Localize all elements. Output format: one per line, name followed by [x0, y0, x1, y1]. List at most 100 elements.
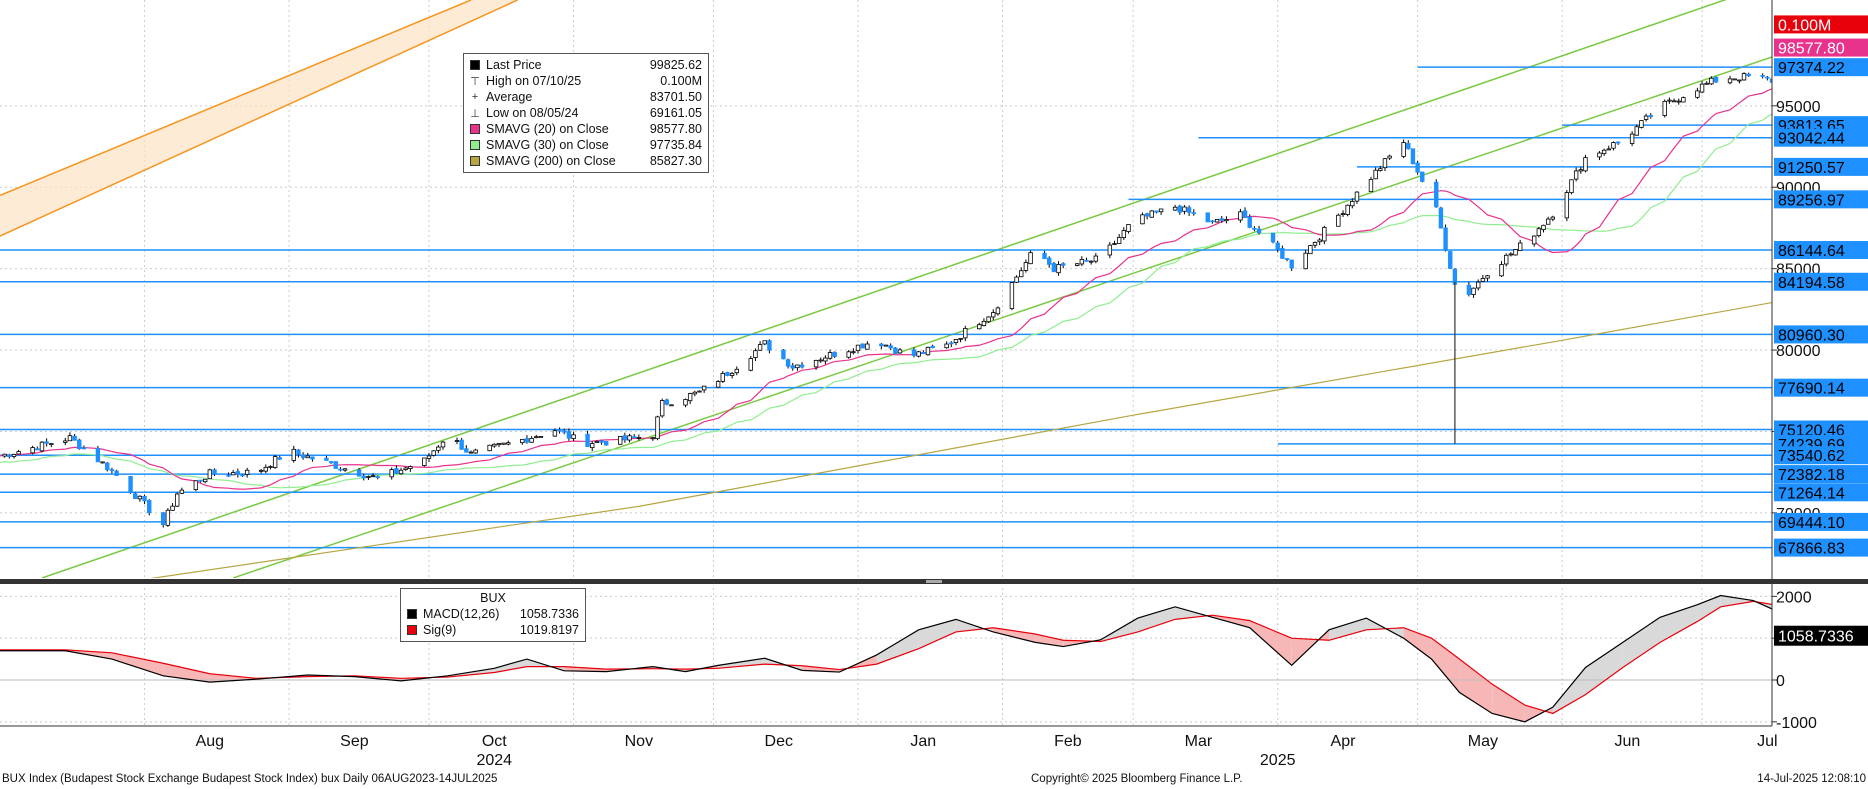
candle-body [1448, 251, 1453, 269]
legend-swatch [407, 625, 417, 635]
legend-row: + Average 83701.50 [470, 89, 702, 105]
macd-hist-fill [955, 619, 994, 632]
candle-body [944, 343, 949, 349]
month-label: May [1468, 733, 1498, 750]
candle-body [30, 447, 35, 454]
month-label: Nov [625, 733, 653, 750]
candle-body [1354, 191, 1360, 202]
macd-hist-fill [1622, 617, 1661, 668]
macd-hist-fill [1585, 642, 1623, 695]
candle-body [1826, 96, 1830, 101]
candle-body [725, 371, 730, 376]
price-label: 84194.58 [1778, 275, 1845, 292]
candle-body [1182, 206, 1187, 212]
candle-body [342, 468, 348, 471]
candle-body [161, 512, 166, 526]
candle-body [1499, 264, 1504, 277]
candle-body [49, 443, 54, 445]
candle-body [524, 438, 530, 443]
price-label: 69444.10 [1778, 515, 1845, 532]
price-label-box [1774, 483, 1868, 502]
candle-body [963, 327, 968, 339]
candle-body [277, 457, 282, 460]
candle-body [986, 316, 991, 323]
macd-hist-fill [111, 652, 164, 676]
legend-row: SMAVG (20) on Close 98577.80 [470, 121, 702, 137]
candle-body [1504, 254, 1509, 265]
macd-hist-fill [1249, 620, 1292, 666]
candle-body [855, 344, 861, 352]
candle-body [669, 404, 674, 407]
candle-body [1634, 126, 1639, 136]
candles [2, 72, 1830, 528]
price-label-box [1774, 15, 1868, 34]
candle-body [408, 466, 413, 469]
macd-tick-label: 2000 [1776, 589, 1812, 606]
macd-hist-fill [1431, 638, 1460, 693]
candle-body [729, 372, 735, 376]
candle-body [1014, 276, 1019, 283]
candle-body [1047, 257, 1052, 265]
legend-value: 99825.62 [649, 58, 702, 72]
candle-body [799, 364, 805, 368]
candle-body [1578, 169, 1584, 172]
candle-body [459, 439, 464, 450]
legend-label: SMAVG (20) on Close [486, 122, 609, 136]
candle-body [594, 441, 600, 443]
candle-body [1438, 207, 1444, 229]
candle-body [636, 437, 642, 439]
macd-hist-fill [1660, 604, 1698, 643]
macd-tick-label: -1000 [1776, 715, 1817, 732]
candle-body [953, 339, 959, 344]
month-label: Jan [910, 733, 936, 750]
candle-body [272, 456, 278, 468]
price-label-box [1774, 512, 1868, 531]
candle-body [683, 399, 688, 406]
candle-body [1042, 252, 1047, 260]
candle-body [426, 455, 432, 459]
candle-body [883, 344, 889, 347]
candle-body [1219, 218, 1224, 221]
candle-body [436, 446, 441, 451]
legend-glyph: ⊥ [470, 107, 480, 120]
candle-body [333, 461, 338, 469]
candle-body [1308, 245, 1313, 255]
legend-value: 1019.8197 [519, 623, 579, 637]
candle-body [1252, 227, 1257, 230]
candle-body [748, 358, 753, 371]
legend-value: 0.100M [660, 74, 702, 88]
candle-body [1144, 213, 1150, 217]
year-label: 2025 [1260, 752, 1296, 769]
candle-body [394, 468, 399, 474]
month-label: Sep [340, 733, 369, 750]
candle-body [790, 365, 795, 369]
main-panel [0, 0, 1830, 578]
candle-body [464, 448, 469, 453]
candle-body [1476, 281, 1481, 289]
legend-row: Last Price 99825.62 [470, 57, 702, 73]
legend-label: Last Price [486, 58, 542, 72]
macd-legend: BUX MACD(12,26) 1058.7336 Sig(9) 1019.8197 [400, 588, 586, 642]
candle-body [1028, 252, 1033, 265]
candle-body [398, 469, 404, 475]
candle-body [697, 390, 702, 393]
candle-body [207, 469, 213, 480]
candle-body [16, 451, 21, 455]
legend-swatch [470, 60, 480, 70]
macd-hist-fill [1459, 659, 1493, 714]
candle-body [701, 385, 707, 391]
candle-body [1256, 228, 1262, 234]
candle-body [622, 435, 628, 441]
candle-body [1289, 259, 1294, 269]
price-label-box [1774, 38, 1868, 57]
legend-label: High on 07/10/25 [486, 74, 582, 88]
candle-body [1741, 73, 1747, 81]
candle-body [1121, 230, 1127, 238]
candle-body [361, 475, 366, 479]
candle-body [785, 359, 791, 367]
candle-body [1247, 216, 1252, 228]
macd-legend-row: MACD(12,26) 1058.7336 [407, 606, 579, 622]
candle-body [590, 443, 595, 449]
candle-body [165, 509, 171, 526]
candle-body [105, 462, 110, 471]
